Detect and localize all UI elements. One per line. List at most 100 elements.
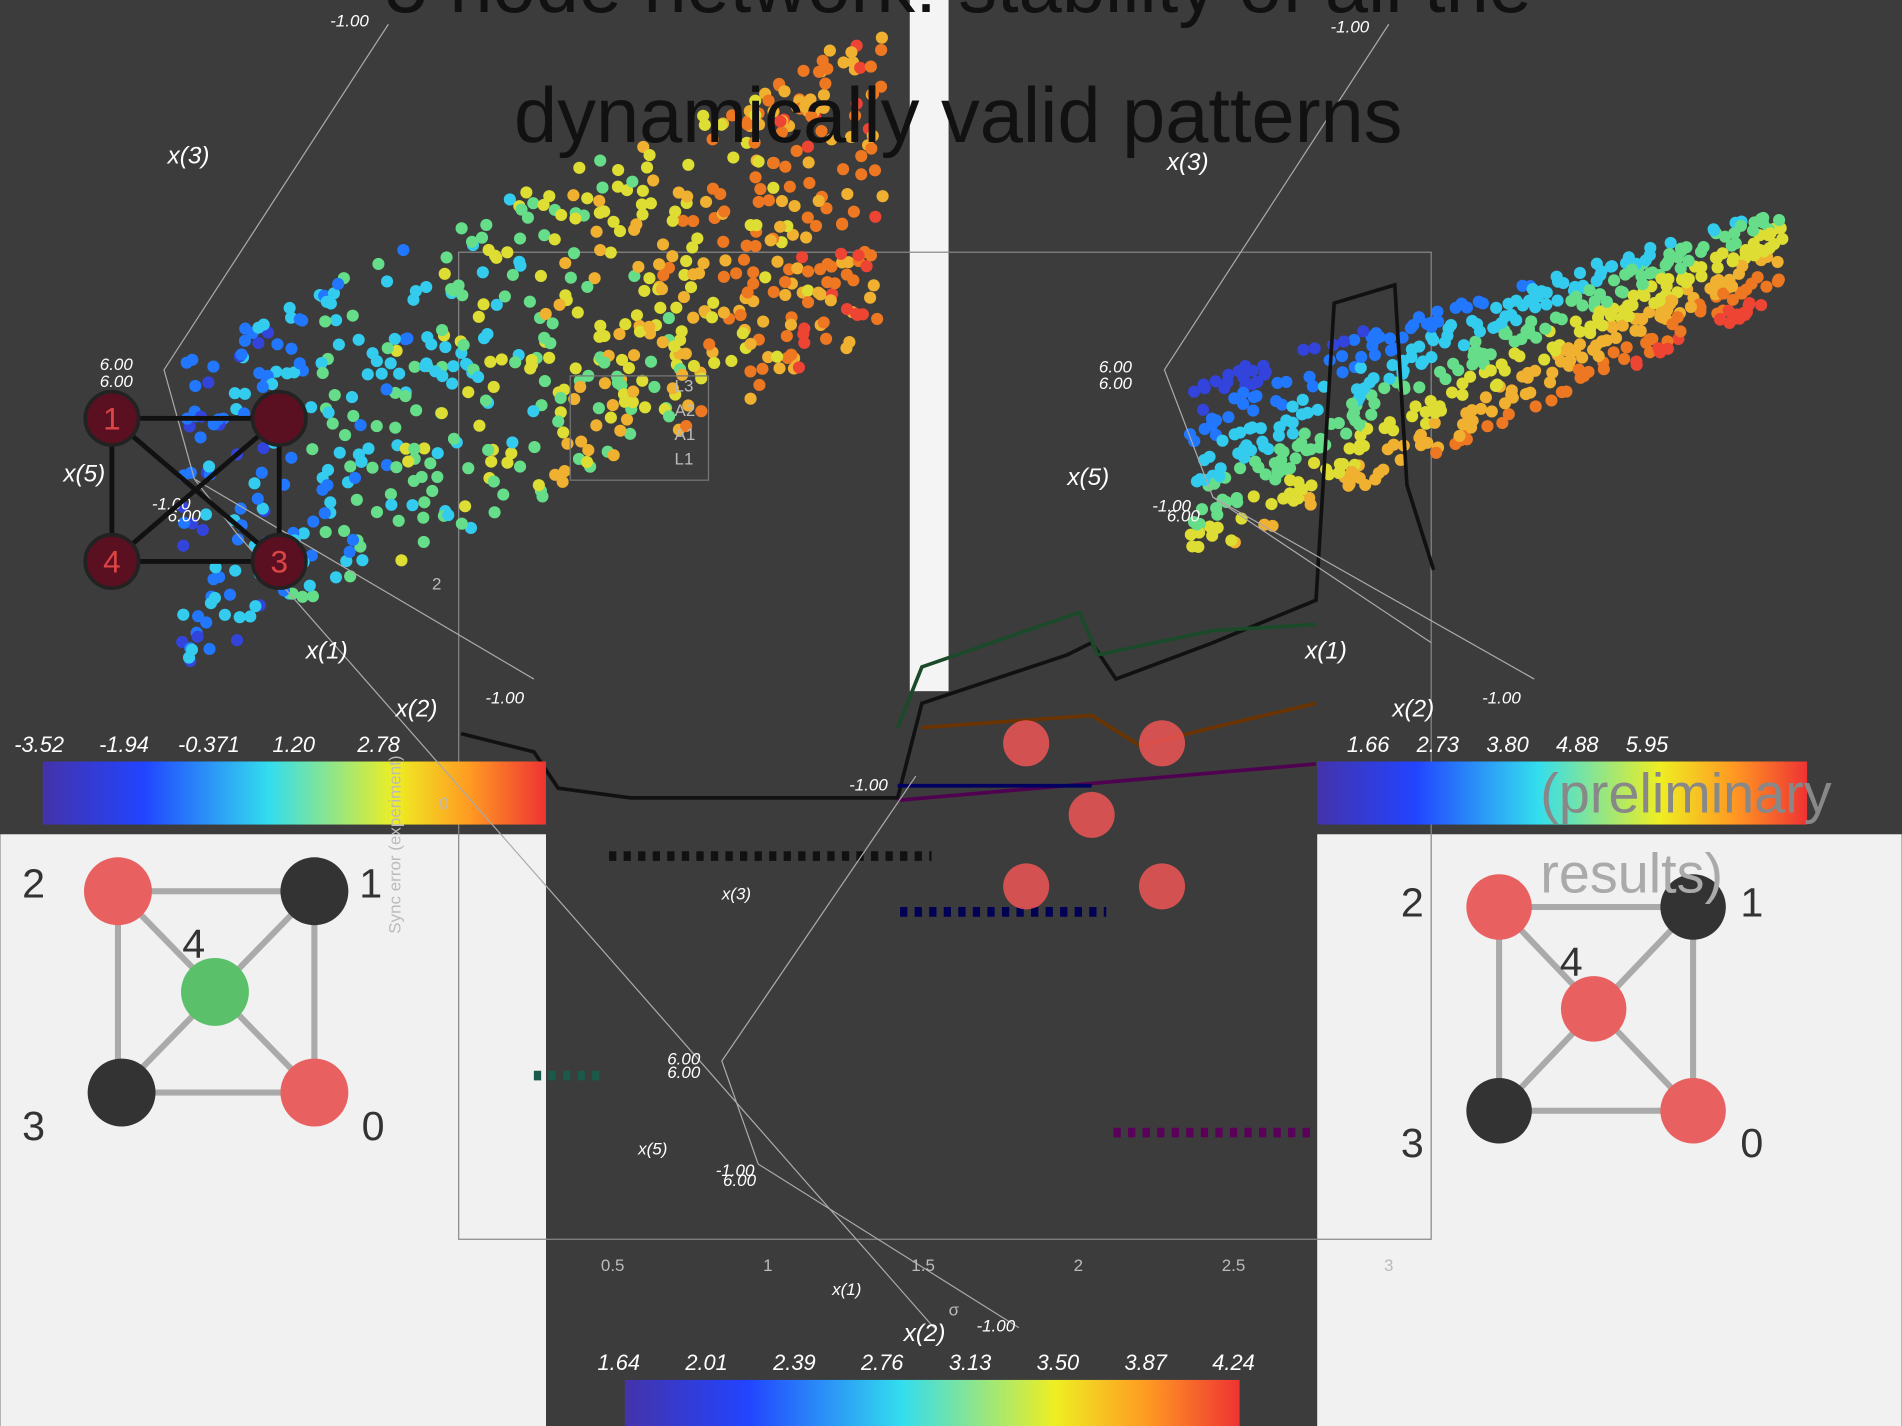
scatter-dot — [773, 362, 785, 374]
scatter-dot — [1338, 335, 1350, 347]
scatter-dot — [1496, 417, 1508, 429]
scatter-dot — [229, 565, 241, 577]
scatter-dot — [641, 161, 653, 173]
scatter-dot — [1772, 256, 1784, 268]
scatter-dot — [285, 452, 297, 464]
scatter-dot — [1344, 442, 1356, 454]
scatter-dot — [1529, 301, 1541, 313]
scatter-dot — [349, 472, 361, 484]
scatter-dot — [501, 246, 513, 258]
scatter-dot — [485, 456, 497, 468]
scatter-dot — [630, 218, 642, 230]
scatter-dot — [802, 265, 814, 277]
scatter-dot — [581, 192, 593, 204]
scatter-dot — [257, 381, 269, 393]
scatter-dot — [708, 357, 720, 369]
scatter-dot — [224, 589, 236, 601]
scatter-dot — [771, 256, 783, 268]
scatter-dot — [1486, 405, 1498, 417]
scatter-dot — [1346, 466, 1358, 478]
scatter-dot — [522, 212, 534, 224]
screen: 5 node network: stability of all the dyn… — [0, 0, 1902, 1426]
node-label: 3 — [22, 1103, 45, 1149]
scatter-dot — [416, 471, 428, 483]
scatter-dot — [253, 367, 265, 379]
scatter-dot — [294, 313, 306, 325]
scatter-dot — [513, 256, 525, 268]
scatter-dot — [841, 188, 853, 200]
scatter-dot — [1640, 254, 1652, 266]
scatter-dot — [1287, 401, 1299, 413]
scatter-dot — [1334, 458, 1346, 470]
scatter-dot — [1297, 394, 1309, 406]
scatter-dot — [402, 455, 414, 467]
scatter-dot — [441, 251, 453, 263]
scatter-dot — [1192, 541, 1204, 553]
scatter-dot — [608, 449, 620, 461]
scatter-dot — [1666, 295, 1678, 307]
scatter-dot — [855, 168, 867, 180]
tick: -1.00 — [330, 12, 369, 31]
scatter-dot — [436, 324, 448, 336]
tick: -1.00 — [485, 688, 524, 707]
x-tick: 1.5 — [911, 1256, 935, 1275]
scatter-dot — [647, 174, 659, 186]
scatter-dot — [431, 471, 443, 483]
scatter-dot — [539, 375, 551, 387]
scatter-dot — [825, 294, 837, 306]
colorbar-tick: 5.95 — [1626, 732, 1669, 757]
scatter-dot — [1685, 301, 1697, 313]
node-label: 4 — [1560, 939, 1583, 985]
scatter-dot — [590, 419, 602, 431]
scatter-dot — [362, 442, 374, 454]
scatter-dot — [818, 316, 830, 328]
axis-label: σ — [949, 1301, 960, 1320]
scatter-dot — [462, 462, 474, 474]
x-tick: 2.5 — [1222, 1256, 1246, 1275]
scatter-dot — [1262, 443, 1274, 455]
x-tick: 3 — [1384, 1256, 1393, 1275]
scatter-dot — [1662, 343, 1674, 355]
tick: -1.00 — [1482, 688, 1521, 707]
scatter-dot — [458, 339, 470, 351]
scatter-dot — [1574, 267, 1586, 279]
scatter-dot — [555, 209, 567, 221]
scatter-dot — [1615, 285, 1627, 297]
scatter-dot — [838, 56, 850, 68]
scatter-dot — [1406, 410, 1418, 422]
scatter-dot — [476, 232, 488, 244]
scatter-dot — [1431, 306, 1443, 318]
scatter-dot — [1629, 325, 1641, 337]
scatter-dot — [767, 182, 779, 194]
scatter-dot — [1456, 389, 1468, 401]
scatter-dot — [420, 281, 432, 293]
scatter-dot — [366, 462, 378, 474]
scatter-dot — [1569, 344, 1581, 356]
scatter-dot — [687, 268, 699, 280]
colorbar-tick: 4.24 — [1212, 1350, 1254, 1375]
scatter-dot — [1555, 356, 1567, 368]
scatter-dot — [285, 343, 297, 355]
scatter-dot — [1199, 423, 1211, 435]
scatter-dot — [462, 386, 474, 398]
scatter-dot — [1672, 311, 1684, 323]
scatter-dot — [814, 263, 826, 275]
scatter-dot — [567, 189, 579, 201]
scatter-dot — [771, 351, 783, 363]
scatter-dot — [306, 443, 318, 455]
scatter-dot — [256, 467, 268, 479]
scatter-dot — [1354, 439, 1366, 451]
axis-label: x(1) — [305, 637, 348, 664]
scatter-dot — [445, 283, 457, 295]
scatter-dot — [1755, 299, 1767, 311]
scatter-dot — [1530, 400, 1542, 412]
node-label: 2 — [1401, 880, 1424, 926]
scatter-dot — [1610, 332, 1622, 344]
scatter-dot — [765, 234, 777, 246]
scatter-dot — [590, 226, 602, 238]
scatter-dot — [1551, 271, 1563, 283]
scatter-dot — [1712, 262, 1724, 274]
scatter-dot — [1638, 290, 1650, 302]
scatter-dot — [1413, 311, 1425, 323]
scatter-dot — [321, 479, 333, 491]
